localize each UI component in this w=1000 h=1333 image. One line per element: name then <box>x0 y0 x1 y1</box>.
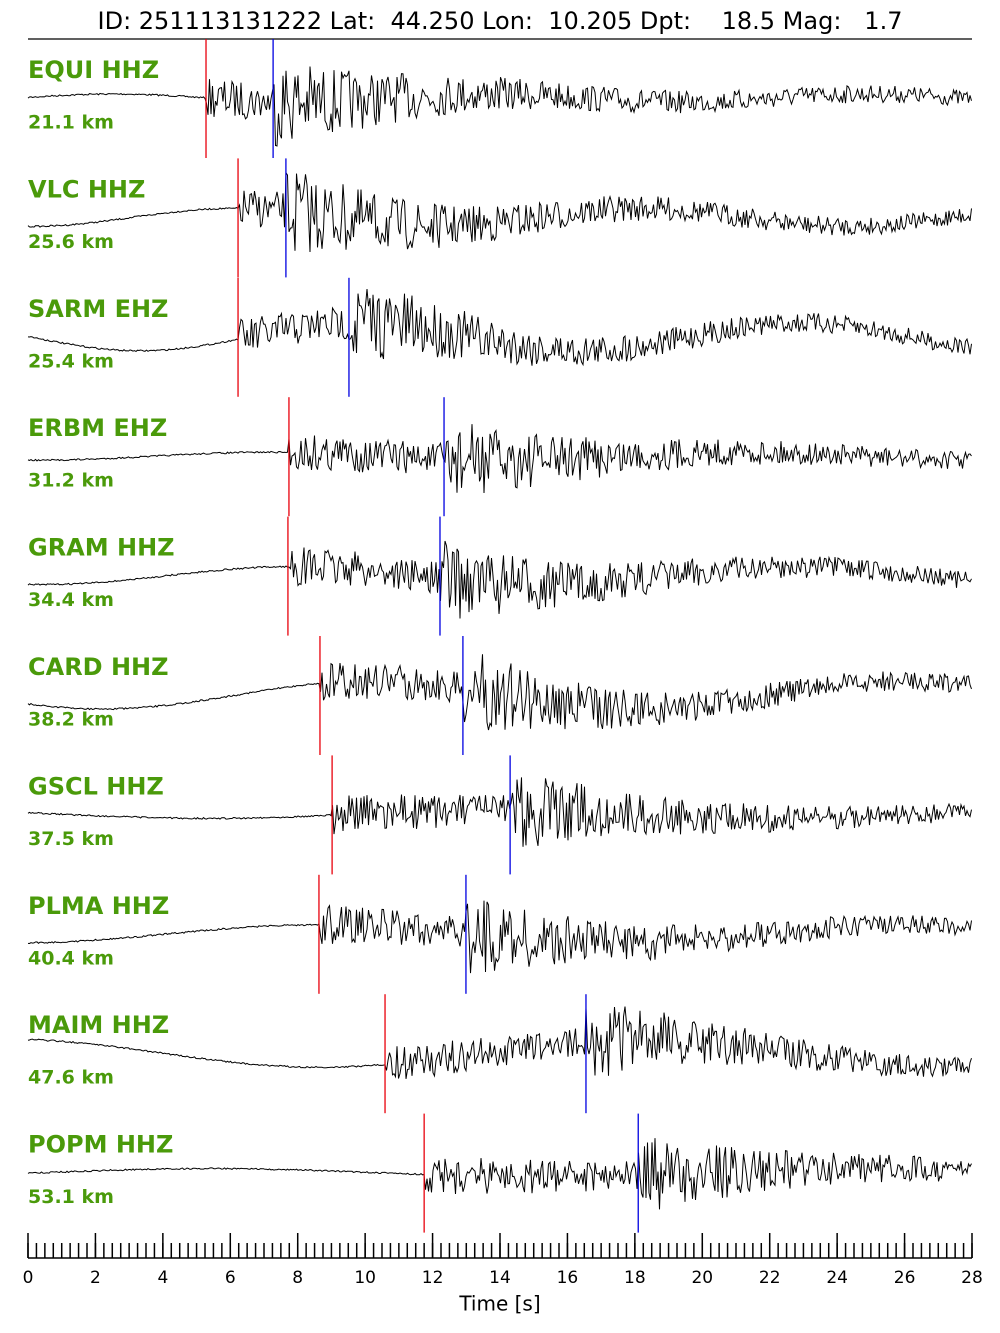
waveform <box>27 1006 972 1079</box>
x-tick-label: 24 <box>826 1268 848 1288</box>
x-tick-label: 6 <box>225 1268 236 1288</box>
station-distance: 21.1 km <box>28 112 114 134</box>
chart-title: ID: 251113131222 Lat: 44.250 Lon: 10.205… <box>98 7 903 35</box>
x-tick-label: 2 <box>90 1268 101 1288</box>
station-name: POPM HHZ <box>28 1131 173 1159</box>
station-name: PLMA HHZ <box>28 892 169 920</box>
station-name: GSCL HHZ <box>28 772 164 800</box>
x-tick-label: 18 <box>624 1268 646 1288</box>
station-name: CARD HHZ <box>28 653 169 681</box>
x-tick-label: 26 <box>894 1268 916 1288</box>
x-tick-label: 14 <box>489 1268 511 1288</box>
x-tick-label: 8 <box>292 1268 303 1288</box>
station-name: EQUI HHZ <box>28 56 159 84</box>
waveform <box>27 66 972 147</box>
waveform <box>27 1138 972 1210</box>
station-distance: 34.4 km <box>28 589 114 611</box>
x-tick-label: 10 <box>354 1268 376 1288</box>
x-tick-label: 12 <box>422 1268 444 1288</box>
station-distance: 38.2 km <box>28 709 114 731</box>
x-tick-label: 0 <box>23 1268 34 1288</box>
station-distance: 25.4 km <box>28 350 114 372</box>
x-tick-label: 22 <box>759 1268 781 1288</box>
waveform <box>27 540 972 619</box>
station-name: GRAM HHZ <box>28 534 175 562</box>
station-name: SARM EHZ <box>28 295 168 323</box>
x-axis-label: Time [s] <box>458 1292 540 1316</box>
waveform <box>27 900 972 974</box>
station-distance: 40.4 km <box>28 947 114 969</box>
station-distance: 53.1 km <box>28 1186 114 1208</box>
x-tick-label: 16 <box>557 1268 579 1288</box>
x-tick-label: 20 <box>691 1268 713 1288</box>
waveform <box>27 424 972 494</box>
station-distance: 47.6 km <box>28 1067 114 1089</box>
waveform <box>27 288 972 367</box>
waveform <box>27 654 972 731</box>
station-name: MAIM HHZ <box>28 1011 169 1039</box>
waveform <box>27 170 972 253</box>
station-name: ERBM EHZ <box>28 414 167 442</box>
station-distance: 25.6 km <box>28 231 114 253</box>
station-distance: 37.5 km <box>28 828 114 850</box>
x-tick-label: 4 <box>157 1268 168 1288</box>
waveform <box>27 777 972 847</box>
station-name: VLC HHZ <box>28 175 145 203</box>
x-tick-label: 28 <box>961 1268 983 1288</box>
station-distance: 31.2 km <box>28 470 114 492</box>
